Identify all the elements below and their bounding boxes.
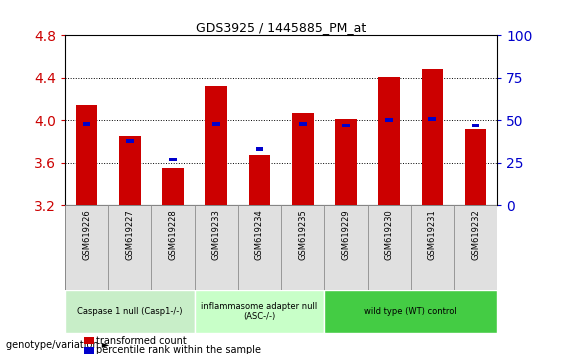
Bar — [335, 119, 357, 205]
Bar — [292, 113, 314, 205]
Bar — [169, 158, 177, 161]
Bar — [472, 124, 480, 127]
Bar — [324, 290, 497, 333]
Bar — [206, 86, 227, 205]
Bar — [367, 205, 411, 290]
Bar — [465, 129, 486, 205]
Text: genotype/variation ►: genotype/variation ► — [6, 340, 109, 350]
Text: Caspase 1 null (Casp1-/-): Caspase 1 null (Casp1-/-) — [77, 307, 182, 316]
Text: GSM619229: GSM619229 — [341, 210, 350, 260]
Bar — [385, 119, 393, 122]
Text: GSM619232: GSM619232 — [471, 210, 480, 260]
Bar — [65, 205, 497, 290]
Bar — [411, 205, 454, 290]
Bar — [428, 117, 436, 120]
Text: GSM619228: GSM619228 — [168, 210, 177, 260]
Bar — [238, 205, 281, 290]
Bar — [194, 205, 238, 290]
Bar — [65, 205, 108, 290]
Text: GSM619231: GSM619231 — [428, 210, 437, 260]
Text: inflammasome adapter null
(ASC-/-): inflammasome adapter null (ASC-/-) — [201, 302, 318, 321]
Bar — [108, 205, 151, 290]
Bar — [281, 205, 324, 290]
Text: wild type (WT) control: wild type (WT) control — [364, 307, 457, 316]
Bar — [65, 290, 194, 333]
Text: GSM619235: GSM619235 — [298, 210, 307, 260]
Bar — [82, 122, 90, 126]
Bar — [162, 168, 184, 205]
Bar — [255, 147, 263, 151]
Text: percentile rank within the sample: percentile rank within the sample — [96, 346, 261, 354]
Text: GSM619234: GSM619234 — [255, 210, 264, 260]
Text: GSM619226: GSM619226 — [82, 210, 91, 260]
Bar — [76, 105, 97, 205]
Bar — [324, 205, 368, 290]
Bar — [249, 155, 270, 205]
Bar — [421, 69, 443, 205]
Bar — [194, 290, 324, 333]
Bar — [212, 122, 220, 126]
Text: GSM619230: GSM619230 — [385, 210, 394, 260]
Text: transformed count: transformed count — [96, 336, 187, 346]
Title: GDS3925 / 1445885_PM_at: GDS3925 / 1445885_PM_at — [196, 21, 366, 34]
Bar — [119, 136, 141, 205]
Bar — [342, 124, 350, 127]
Text: GSM619233: GSM619233 — [212, 210, 221, 261]
Bar — [299, 122, 307, 126]
Bar — [454, 205, 497, 290]
Text: GSM619227: GSM619227 — [125, 210, 134, 260]
Bar — [126, 139, 134, 143]
Bar — [151, 205, 194, 290]
Bar — [379, 77, 400, 205]
